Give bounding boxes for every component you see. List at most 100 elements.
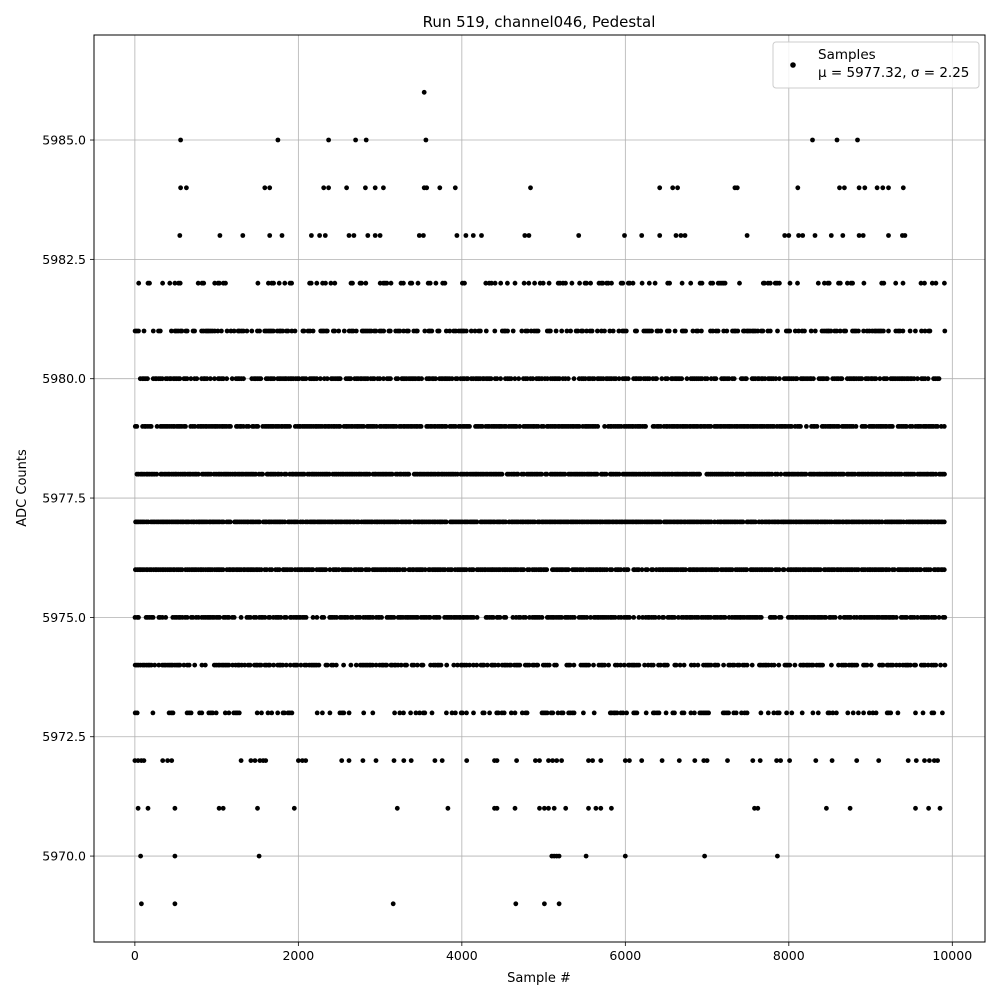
- data-point: [353, 328, 359, 334]
- data-point: [913, 805, 918, 811]
- data-point: [715, 662, 721, 668]
- data-point: [223, 280, 228, 286]
- data-point: [390, 901, 396, 907]
- data-point: [898, 471, 904, 477]
- data-point: [204, 376, 210, 382]
- data-point: [463, 233, 469, 238]
- data-point: [810, 710, 816, 716]
- data-point: [524, 710, 530, 716]
- data-point: [147, 280, 152, 286]
- data-point: [922, 758, 927, 763]
- data-point: [257, 519, 262, 525]
- data-point: [724, 328, 730, 334]
- data-point: [492, 328, 498, 334]
- data-point: [553, 328, 559, 334]
- data-point: [658, 519, 663, 525]
- data-point: [275, 137, 281, 143]
- data-point: [135, 805, 141, 811]
- data-point: [263, 758, 269, 763]
- data-point: [228, 424, 233, 429]
- data-point: [384, 280, 390, 286]
- data-point: [854, 758, 860, 763]
- data-point: [850, 280, 855, 286]
- data-point: [861, 328, 866, 334]
- data-point: [371, 376, 377, 382]
- data-point: [595, 328, 600, 334]
- data-point: [627, 615, 632, 620]
- data-point: [346, 233, 352, 238]
- data-point: [449, 710, 455, 716]
- data-point: [397, 710, 403, 716]
- data-point: [535, 662, 541, 668]
- data-point: [361, 710, 367, 716]
- data-point: [363, 280, 369, 286]
- data-point: [289, 710, 295, 716]
- data-point: [837, 280, 843, 286]
- data-point: [404, 662, 409, 668]
- data-point: [675, 185, 680, 191]
- data-point: [837, 328, 843, 334]
- data-point: [892, 567, 897, 573]
- data-point: [575, 328, 581, 334]
- data-point: [658, 424, 663, 429]
- data-point: [320, 710, 325, 716]
- data-point: [314, 615, 320, 620]
- data-point: [829, 662, 834, 668]
- data-point: [219, 328, 224, 334]
- data-point: [136, 280, 142, 286]
- data-point: [508, 662, 514, 668]
- data-point: [576, 233, 582, 238]
- data-point: [713, 376, 719, 382]
- data-point: [186, 662, 192, 668]
- data-point: [695, 328, 701, 334]
- data-point: [881, 280, 887, 286]
- data-point: [136, 615, 141, 620]
- data-point: [884, 376, 890, 382]
- data-point: [318, 376, 323, 382]
- data-point: [624, 710, 629, 716]
- data-point: [350, 615, 355, 620]
- data-point: [834, 328, 840, 334]
- data-point: [913, 710, 918, 716]
- data-point: [856, 185, 862, 191]
- data-point: [253, 615, 259, 620]
- data-point: [439, 758, 445, 763]
- data-point: [314, 710, 320, 716]
- data-point: [363, 185, 368, 191]
- data-point: [818, 567, 823, 573]
- data-point: [650, 662, 656, 668]
- data-point: [555, 710, 561, 716]
- data-point: [495, 710, 501, 716]
- data-point: [384, 662, 390, 668]
- data-point: [217, 615, 223, 620]
- data-point: [498, 280, 504, 286]
- data-point: [417, 710, 422, 716]
- data-point: [750, 758, 756, 763]
- data-point: [373, 758, 379, 763]
- data-point: [942, 662, 948, 668]
- data-point: [337, 424, 343, 429]
- data-point: [184, 328, 190, 334]
- data-point: [937, 805, 943, 811]
- data-point: [699, 328, 704, 334]
- data-point: [321, 185, 327, 191]
- data-point: [150, 615, 156, 620]
- data-point: [767, 280, 773, 286]
- data-point: [454, 376, 460, 382]
- data-point: [715, 567, 721, 573]
- data-point: [172, 280, 178, 286]
- data-point: [505, 280, 510, 286]
- data-point: [314, 376, 320, 382]
- legend-series-name: Samples: [818, 47, 876, 63]
- data-point: [544, 471, 550, 477]
- data-point: [845, 280, 850, 286]
- data-point: [843, 662, 849, 668]
- data-point: [503, 615, 509, 620]
- data-point: [443, 519, 449, 525]
- data-point: [679, 376, 685, 382]
- data-point: [725, 758, 730, 763]
- data-point: [262, 615, 268, 620]
- data-point: [774, 758, 779, 763]
- data-point: [584, 328, 589, 334]
- data-point: [474, 519, 480, 525]
